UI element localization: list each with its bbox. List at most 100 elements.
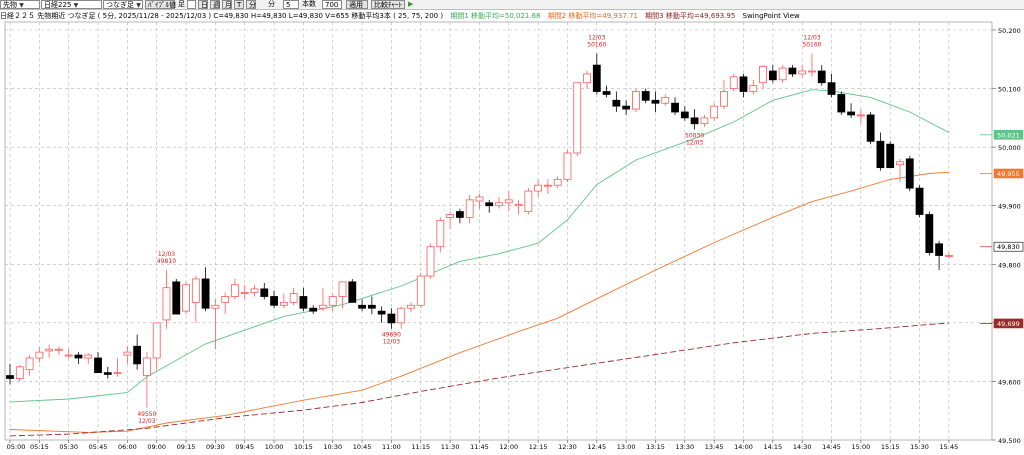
candle-body <box>944 255 953 257</box>
x-tick-label: 05:00 <box>7 443 26 451</box>
candle <box>680 106 689 121</box>
candle <box>739 73 748 98</box>
candle-body <box>94 357 102 374</box>
apply-button[interactable]: 適用 <box>346 0 368 9</box>
swingpoint-label: SwingPoint View <box>742 12 800 20</box>
candle-body <box>152 322 161 359</box>
candle-body <box>612 99 621 107</box>
x-tick-label: 15:30 <box>910 443 929 451</box>
candle <box>25 355 34 376</box>
swing-point-label: 12/03 <box>686 140 703 147</box>
contract-select[interactable]: つなぎ足 ▼ <box>103 0 143 9</box>
candle <box>426 243 435 279</box>
candle-body <box>289 293 298 303</box>
compare-chart-button[interactable]: 比較ﾁｬｰﾄ <box>371 0 405 9</box>
x-tick-label: 13:30 <box>675 443 694 451</box>
candle <box>35 347 44 363</box>
candle-body <box>700 117 709 125</box>
candle <box>495 196 503 209</box>
candle-body <box>837 94 846 113</box>
candle-body <box>817 70 826 84</box>
candle-body <box>495 202 503 207</box>
candle <box>592 53 601 95</box>
candle-body <box>788 67 797 75</box>
candle <box>808 53 816 77</box>
color-swatch[interactable] <box>187 0 196 9</box>
price-display-button[interactable]: ﾊﾞｲﾌﾟﾙ値 <box>145 0 176 9</box>
plot-area <box>4 21 993 441</box>
candle-body <box>260 288 269 297</box>
candle-body <box>367 304 376 309</box>
x-tick-label: 14:00 <box>734 443 753 451</box>
candle <box>856 109 865 124</box>
candle-body <box>749 85 758 92</box>
candle-body <box>299 296 308 309</box>
candle <box>397 306 406 329</box>
y-tick-label: 49,900 <box>998 203 1021 211</box>
product-select[interactable]: 先物 ▼ <box>0 0 40 9</box>
swing-point-label: 12/03 <box>383 339 400 346</box>
candle <box>651 91 660 112</box>
candle <box>827 73 836 98</box>
swing-point-label: 50160 <box>587 41 606 48</box>
candle <box>436 217 445 253</box>
candle-body <box>925 214 934 253</box>
candle-body <box>123 351 132 356</box>
index-select[interactable]: 日経225 ▼ <box>41 0 102 9</box>
candle <box>64 349 73 358</box>
day-button[interactable]: 日 <box>198 0 208 9</box>
candle <box>338 281 347 309</box>
candle-body <box>377 310 386 315</box>
period-input[interactable]: 5 <box>283 0 299 9</box>
candle <box>847 103 855 118</box>
candle-body <box>328 296 337 306</box>
x-tick-label: 13:45 <box>705 443 724 451</box>
candle <box>886 141 895 169</box>
candle <box>690 109 699 130</box>
candle-body <box>250 288 259 293</box>
x-tick-label: 05:15 <box>30 443 49 451</box>
candle-body <box>475 196 484 202</box>
candle-body <box>191 278 200 303</box>
candle <box>876 132 885 171</box>
swing-point-label: 12/03 <box>588 34 605 41</box>
week-button[interactable]: 週 <box>210 0 220 9</box>
candle-body <box>182 284 190 312</box>
flag-icon[interactable]: ▶ <box>408 0 414 8</box>
candle-body <box>436 219 445 248</box>
candle <box>661 94 670 107</box>
swing-point-label: 12/03 <box>158 251 175 258</box>
candle <box>602 85 611 98</box>
candle <box>925 211 934 256</box>
tick-button[interactable]: T <box>234 0 244 9</box>
candle-body <box>514 204 523 207</box>
x-tick-label: 11:30 <box>441 443 460 451</box>
ma-line-1 <box>9 89 950 403</box>
candle <box>416 273 425 309</box>
candle-body <box>935 243 943 256</box>
product-select-value: 先物 <box>3 1 17 9</box>
y-tick-label: 49,500 <box>998 437 1021 445</box>
candle-body <box>201 278 210 309</box>
candle <box>231 278 239 300</box>
count-input[interactable]: 700 <box>322 0 342 9</box>
candle-body <box>113 372 122 375</box>
minute-button[interactable]: 分 <box>246 0 256 9</box>
candle <box>622 100 631 115</box>
x-tick-label: 12:15 <box>529 443 548 451</box>
candle <box>446 211 455 230</box>
candle <box>309 305 318 315</box>
candle-body <box>55 348 63 351</box>
candle-body <box>15 366 24 379</box>
candle <box>191 276 200 323</box>
candle <box>700 114 709 127</box>
candle <box>45 344 54 358</box>
month-button[interactable]: 月 <box>222 0 232 9</box>
candle <box>553 176 562 189</box>
candle-body <box>64 354 73 357</box>
swing-point-label: 12/03 <box>803 34 820 41</box>
candle-body <box>720 91 728 107</box>
candle <box>485 199 494 213</box>
candle-body <box>231 284 239 297</box>
x-tick-label: 13:15 <box>646 443 665 451</box>
